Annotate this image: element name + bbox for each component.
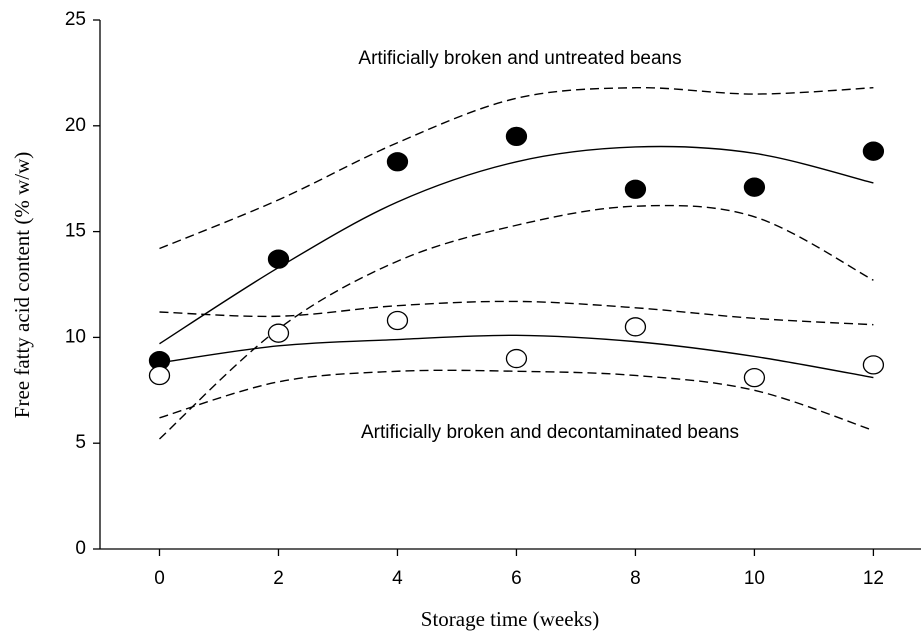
data-point (743, 367, 766, 388)
data-point (386, 310, 409, 331)
x-tick-label: 4 (392, 568, 403, 589)
data-point (386, 152, 409, 172)
y-tick-label: 10 (65, 326, 86, 347)
x-tick-label: 8 (630, 568, 641, 589)
data-point (505, 348, 528, 369)
y-tick-label: 25 (65, 9, 86, 30)
annotation: Artificially broken and decontaminated b… (361, 422, 739, 443)
y-axis-label: Free fatty acid content (% w/w) (10, 152, 34, 418)
fit-line (159, 334, 874, 379)
data-point (624, 317, 647, 337)
x-tick-label: 0 (154, 568, 165, 589)
data-point (743, 177, 766, 197)
data-point (505, 126, 528, 147)
data-point (862, 355, 885, 375)
y-tick-label: 20 (65, 115, 86, 136)
confidence-band (159, 300, 874, 326)
x-tick-label: 2 (273, 568, 284, 589)
annotation: Artificially broken and untreated beans (358, 48, 681, 69)
confidence-band (159, 369, 874, 432)
x-axis-label: Storage time (weeks) (421, 607, 599, 631)
fit-line (159, 145, 874, 345)
y-tick-label: 15 (65, 221, 86, 242)
data-point (267, 323, 290, 343)
x-tick-label: 12 (863, 568, 884, 589)
confidence-band (159, 204, 874, 440)
x-tick-label: 10 (744, 568, 765, 589)
y-tick-label: 5 (75, 432, 86, 453)
x-tick-label: 6 (511, 568, 522, 589)
data-point (148, 365, 171, 386)
data-point (267, 249, 290, 269)
confidence-band (159, 87, 874, 250)
y-tick-label: 0 (75, 538, 86, 559)
data-point (624, 179, 647, 199)
data-point (862, 141, 885, 161)
